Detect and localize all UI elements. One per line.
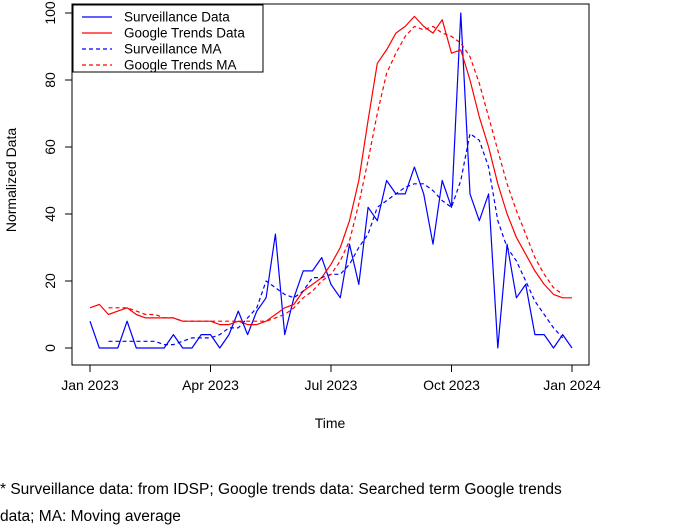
x-tick-label: Apr 2023 (182, 377, 239, 393)
legend-label: Surveillance MA (124, 42, 222, 57)
x-tick-label: Jan 2024 (543, 377, 601, 393)
y-tick-label: 80 (42, 72, 58, 88)
x-tick-label: Oct 2023 (423, 377, 480, 393)
y-tick-label: 100 (42, 1, 58, 25)
footnote-line-1: * Surveillance data: from IDSP; Google t… (0, 481, 562, 498)
footnote-line-2: data; MA: Moving average (0, 508, 181, 525)
series-line-1 (89, 12, 573, 349)
x-axis: Jan 2023 Apr 2023 Jul 2023 Oct 2023 Jan 2024 (61, 364, 601, 393)
y-tick-label: 20 (42, 273, 58, 289)
series-line-3 (108, 133, 564, 346)
legend-box (72, 4, 264, 73)
x-tick-label: Jul 2023 (305, 377, 358, 393)
legend-label: Google Trends MA (124, 58, 237, 73)
y-axis: 0 20 40 60 80 100 (42, 1, 73, 352)
y-tick-label: 40 (42, 206, 58, 222)
plot-frame (71, 3, 590, 366)
legend-label: Surveillance Data (124, 10, 230, 25)
y-axis-label: Normalized Data (3, 128, 19, 232)
legend-label: Google Trends Data (124, 26, 245, 41)
line-chart: 0 20 40 60 80 100 Jan 2023 Apr 2023 Jul 2023 Oct… (3, 1, 601, 431)
y-tick-label: 0 (42, 344, 58, 352)
series-lines (89, 12, 573, 349)
y-tick-label: 60 (42, 139, 58, 155)
x-axis-label: Time (315, 415, 346, 431)
series-line-4 (108, 25, 564, 322)
footnote: * Surveillance data: from IDSP; Google t… (0, 476, 685, 530)
x-tick-label: Jan 2023 (61, 377, 119, 393)
